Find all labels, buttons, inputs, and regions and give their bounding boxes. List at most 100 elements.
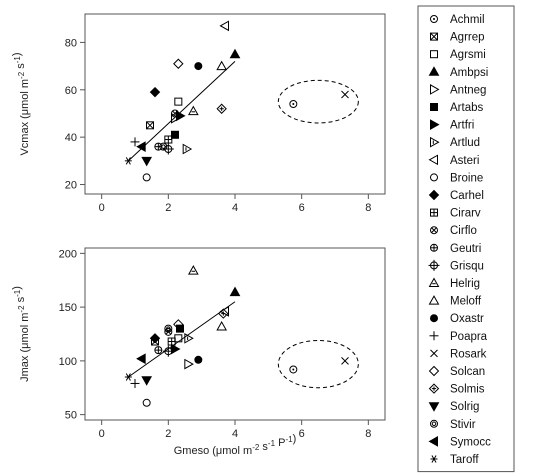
point-artlud: [184, 332, 194, 344]
point-stivir: [159, 142, 168, 151]
point-achmil: [289, 100, 298, 108]
y-tick-label: 80: [65, 37, 77, 49]
y-tick-label: 100: [59, 356, 77, 368]
legend-label-broine: Broine: [450, 172, 483, 184]
legend-marker-cirarv: [430, 208, 438, 217]
legend-marker-cirflo: [430, 226, 438, 235]
legend-label-agrsmi: Agrsmi: [450, 49, 486, 61]
species-legend: Achmil Agrrep Agrsmi Ambpsi Antneg Artabs Artf…: [417, 5, 515, 473]
x-tick-label: 6: [299, 428, 305, 440]
legend-label-oxastr: Oxastr: [450, 313, 484, 325]
legend-marker-oxastr: [430, 314, 438, 323]
outlier-ellipse: [277, 79, 359, 124]
point-asteri: [219, 20, 229, 32]
point-solmis: [216, 103, 227, 114]
point-helrig: [187, 265, 199, 275]
point-symocc: [136, 141, 146, 152]
y-tick-label: 20: [65, 180, 77, 192]
point-carhel: [149, 333, 161, 344]
plot-frame: [84, 13, 386, 195]
legend-marker-symocc: [428, 436, 438, 447]
legend-label-ambpsi: Ambpsi: [450, 67, 488, 79]
legend-label-geutri: Geutri: [450, 243, 481, 255]
legend-label-taroff: Taroff: [450, 454, 479, 466]
legend-label-poapra: Poapra: [450, 331, 488, 343]
point-carhel: [149, 86, 161, 98]
point-grisqu: [162, 345, 174, 357]
point-agrsmi: [174, 97, 183, 106]
point-grisqu: [162, 143, 174, 155]
y-tick-label: 60: [65, 85, 77, 97]
legend-marker-geutri: [430, 243, 438, 252]
legend-marker-asteri: [428, 154, 438, 166]
y-tick-label: 40: [65, 132, 77, 144]
point-oxastr: [194, 62, 203, 71]
point-ambpsi: [229, 286, 241, 297]
y-axis-label: Vcmax (μmol m-2 s-1): [11, 52, 31, 155]
point-solcan: [173, 319, 184, 330]
legend-label-solcan: Solcan: [450, 366, 485, 378]
legend-label-artfri: Artfri: [450, 120, 474, 132]
point-oxastr: [194, 355, 203, 364]
legend-marker-helrig: [428, 277, 440, 287]
legend-label-grisqu: Grisqu: [450, 260, 484, 272]
point-ambpsi: [229, 48, 241, 59]
point-artlud: [182, 143, 193, 155]
outlier-ellipse: [277, 339, 359, 389]
point-rosark: [341, 90, 349, 99]
legend-marker-agrsmi: [430, 50, 438, 59]
legend-label-achmil: Achmil: [450, 14, 485, 26]
point-symocc: [136, 353, 146, 365]
x-axis-label: Gmeso (μmol m-2 s-1 P-1): [174, 433, 296, 457]
legend-label-cirflo: Cirflo: [450, 225, 477, 237]
y-tick-label: 150: [59, 302, 77, 314]
x-tick-label: 8: [365, 428, 371, 440]
legend-marker-stivir: [430, 419, 438, 428]
legend-marker-meloff: [428, 295, 440, 305]
point-poapra: [130, 378, 140, 388]
point-cirarv: [167, 337, 176, 346]
x-tick-label: 2: [165, 428, 171, 440]
legend-label-asteri: Asteri: [450, 155, 479, 167]
point-geutri: [154, 346, 163, 355]
legend-marker-ambpsi: [428, 66, 440, 76]
point-rosark: [341, 357, 349, 365]
point-helrig: [187, 105, 199, 116]
legend-marker-poapra: [429, 331, 439, 341]
point-taroff: [124, 157, 132, 165]
legend-label-antneg: Antneg: [450, 84, 486, 96]
legend-marker-artfri: [430, 119, 440, 130]
x-tick-label: 0: [99, 202, 105, 214]
plot-frame: [84, 247, 386, 421]
legend-label-solrig: Solrig: [450, 401, 479, 413]
point-artfri: [171, 343, 181, 355]
y-axis-label: Jmax (μmol m-2 s-1): [11, 286, 31, 382]
legend-marker-rosark: [430, 349, 438, 358]
legend-marker-achmil: [430, 15, 438, 23]
legend-marker-taroff: [430, 455, 438, 463]
legend-box: [417, 5, 515, 473]
point-solrig: [141, 156, 153, 167]
y-tick-label: 200: [59, 248, 77, 260]
point-broine: [142, 173, 151, 182]
point-cirarv: [164, 135, 173, 144]
legend-marker-broine: [430, 173, 438, 182]
point-agrsmi: [174, 334, 183, 343]
legend-marker-antneg: [430, 84, 440, 95]
point-antneg: [184, 358, 194, 370]
legend-label-carhel: Carhel: [450, 190, 484, 202]
point-artabs: [176, 324, 184, 333]
y-tick-label: 50: [65, 410, 77, 422]
x-tick-label: 8: [365, 202, 371, 214]
legend-marker-agrrep: [430, 32, 438, 41]
point-artabs: [171, 130, 179, 139]
x-tick-label: 2: [165, 202, 171, 214]
point-cirflo: [171, 109, 179, 118]
jmax-panel: 0 2 4 6 8 50 100 150 200 Jmax (μmol m-2 s-1) Gmeso…: [11, 247, 386, 457]
legend-marker-solmis: [428, 383, 440, 394]
legend-marker-solrig: [428, 402, 440, 412]
point-meloff: [216, 60, 228, 71]
x-tick-label: 4: [232, 428, 238, 440]
point-stivir: [164, 324, 173, 333]
point-solmis: [218, 308, 229, 319]
